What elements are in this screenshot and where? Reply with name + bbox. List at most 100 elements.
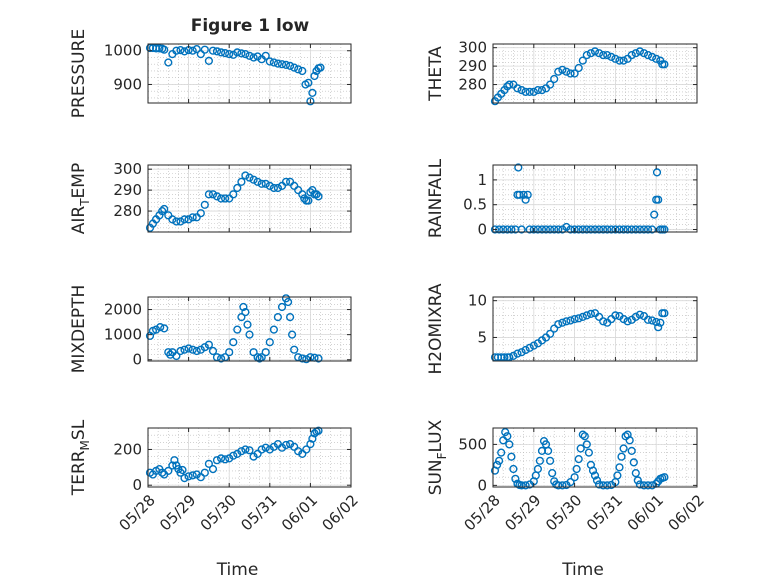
data-point <box>261 51 270 60</box>
data-point <box>245 330 254 339</box>
data-point <box>592 476 602 485</box>
data-point <box>302 445 311 454</box>
data-point <box>566 478 575 487</box>
data-point <box>594 49 604 58</box>
data-point <box>525 87 534 97</box>
data-point <box>631 469 640 478</box>
data-point <box>631 312 640 322</box>
data-point <box>241 445 250 454</box>
data-point <box>578 225 587 234</box>
data-point <box>550 74 559 84</box>
data-point <box>517 85 526 95</box>
data-point <box>509 351 518 361</box>
data-point <box>265 57 274 66</box>
data-point <box>543 446 553 456</box>
data-point <box>237 313 246 322</box>
data-point <box>257 179 266 188</box>
data-point <box>245 446 254 455</box>
y-tick-label: 1000 <box>104 42 142 60</box>
data-point <box>541 225 551 234</box>
data-point <box>176 346 185 356</box>
data-point <box>562 317 571 326</box>
data-point <box>306 97 315 106</box>
data-point <box>525 343 534 352</box>
data-point <box>308 88 317 98</box>
data-point <box>639 225 649 234</box>
data-point <box>221 194 230 203</box>
data-point <box>284 297 293 307</box>
data-point <box>217 48 226 57</box>
data-point <box>212 47 222 56</box>
data-point <box>168 461 177 470</box>
data-point <box>188 345 197 354</box>
data-point <box>269 325 279 334</box>
data-point <box>533 225 543 234</box>
x-axis-label: Time <box>216 560 259 580</box>
subplot-8: 0 500 SUNFLUX 05/2805/2905/3005/3106/0106/0… <box>426 419 708 580</box>
data-point <box>523 190 532 199</box>
data-point <box>237 49 246 58</box>
data-point <box>533 85 543 95</box>
data-point <box>615 463 624 472</box>
data-point <box>257 445 266 454</box>
data-point <box>660 225 669 234</box>
x-tick-label: 05/30 <box>197 491 240 534</box>
data-point <box>590 471 600 480</box>
data-point <box>652 54 661 63</box>
data-point <box>619 225 628 234</box>
data-point <box>586 49 596 58</box>
data-point <box>499 225 508 234</box>
axes-box <box>147 164 352 233</box>
data-point <box>269 183 279 193</box>
data-point <box>582 440 591 449</box>
data-point <box>574 225 583 234</box>
data-point <box>172 46 181 55</box>
x-tick-label: 06/01 <box>624 491 667 534</box>
data-point <box>562 222 571 232</box>
data-point <box>584 448 594 457</box>
data-point <box>521 345 530 355</box>
data-point <box>529 225 538 234</box>
data-point <box>208 46 218 55</box>
data-point <box>156 323 165 332</box>
data-point <box>554 225 563 234</box>
x-axis-label: Time <box>561 560 604 580</box>
data-point <box>204 459 214 468</box>
x-tick-label: 06/02 <box>319 491 362 534</box>
data-point <box>660 473 669 482</box>
data-point <box>535 456 545 465</box>
data-point <box>654 323 663 332</box>
data-point <box>619 56 628 65</box>
data-point <box>497 448 506 457</box>
data-point <box>249 175 258 184</box>
data-point <box>288 330 297 339</box>
data-point <box>316 63 325 72</box>
data-point <box>312 190 321 199</box>
data-point <box>548 469 557 478</box>
data-point <box>505 80 514 89</box>
data-point <box>558 65 567 74</box>
data-point <box>599 225 608 234</box>
y-tick-label: 280 <box>458 76 487 94</box>
data-point <box>290 345 299 354</box>
data-point <box>507 225 516 234</box>
data-point <box>225 348 234 357</box>
data-point <box>241 171 250 180</box>
data-point <box>578 430 587 439</box>
data-point <box>503 432 512 441</box>
data-point <box>586 225 596 234</box>
data-point <box>164 58 173 67</box>
y-axis-label: RAINFALL <box>426 158 446 238</box>
data-point <box>490 225 500 234</box>
data-point <box>625 436 634 445</box>
data-point <box>184 472 193 481</box>
data-point <box>221 455 230 464</box>
data-point <box>513 84 522 93</box>
data-point <box>314 426 323 435</box>
y-axis-label: MIXDEPTH <box>69 285 89 374</box>
x-tick-label: 06/01 <box>278 491 321 534</box>
subplot-7: 0 200 TERRMSL 05/2805/2905/3005/3106/0106/0… <box>69 419 362 580</box>
data-point <box>261 348 270 357</box>
